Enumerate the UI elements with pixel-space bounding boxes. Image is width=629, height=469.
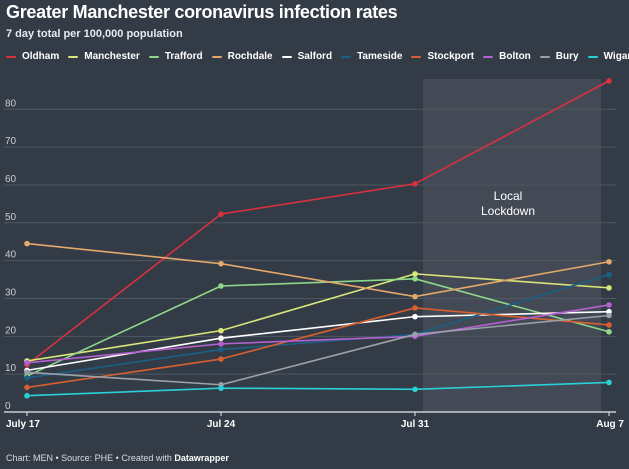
data-point-wigan — [24, 392, 30, 399]
data-point-bolton — [606, 302, 612, 308]
footer-credits: Chart: MEN • Source: PHE • Created with — [6, 453, 175, 463]
legend-swatch — [6, 55, 16, 58]
data-point-tameside — [606, 271, 612, 278]
legend-swatch — [341, 55, 352, 58]
data-point-trafford — [606, 328, 612, 335]
y-tick-label: 70 — [5, 136, 17, 147]
lockdown-shade — [423, 79, 601, 412]
data-point-rochdale — [412, 293, 418, 300]
legend-item-stockport: Stockport — [411, 51, 474, 62]
data-point-tameside — [24, 375, 30, 381]
legend-swatch — [68, 55, 79, 58]
chart-subtitle: 7 day total per 100,000 population — [6, 28, 183, 40]
y-tick-label: 80 — [5, 98, 17, 109]
data-point-trafford — [412, 276, 418, 282]
legend-item-bury: Bury — [539, 51, 579, 62]
legend-swatch — [281, 55, 292, 58]
data-point-oldham — [412, 181, 418, 187]
chart-legend: Oldham Manchester Trafford Rochdale Salford T… — [6, 51, 629, 62]
data-point-wigan — [412, 386, 418, 393]
legend-label: Tameside — [357, 51, 403, 62]
data-point-rochdale — [218, 260, 224, 267]
legend-label: Stockport — [427, 51, 475, 62]
legend-item-oldham: Oldham — [6, 51, 59, 62]
data-point-salford — [412, 313, 418, 320]
data-point-oldham — [218, 211, 224, 217]
data-point-rochdale — [24, 240, 30, 247]
data-point-tameside — [218, 346, 224, 353]
data-point-wigan — [606, 379, 612, 386]
x-tick-label: Aug 7 — [596, 419, 624, 430]
data-point-manchester — [606, 285, 612, 291]
x-tick-label: Jul 31 — [401, 419, 430, 430]
legend-label: Wigan — [603, 51, 629, 62]
legend-label: Bolton — [499, 51, 531, 62]
data-point-stockport — [24, 384, 30, 391]
legend-swatch — [211, 55, 222, 58]
legend-item-wigan: Wigan — [587, 51, 629, 62]
data-point-bolton — [218, 341, 224, 347]
series-line-rochdale — [26, 242, 610, 298]
series-line-tameside — [26, 273, 610, 379]
series-line-wigan — [26, 381, 610, 397]
data-point-stockport — [412, 305, 418, 311]
x-tick-label: Jul 24 — [207, 419, 236, 430]
series-line-manchester — [26, 273, 610, 362]
legend-item-rochdale: Rochdale — [211, 51, 273, 62]
series-line-salford — [26, 310, 610, 372]
data-point-wigan — [218, 385, 224, 391]
legend-item-tameside: Tameside — [341, 51, 402, 62]
y-tick-label: 10 — [5, 363, 17, 374]
series-line-oldham — [26, 80, 610, 366]
legend-label: Bury — [555, 51, 579, 62]
data-point-stockport — [606, 322, 612, 328]
legend-swatch — [148, 55, 159, 58]
data-point-bury — [606, 312, 612, 319]
legend-swatch — [483, 55, 494, 58]
legend-label: Trafford — [164, 51, 203, 62]
y-tick-label: 50 — [5, 212, 17, 223]
legend-swatch — [539, 55, 550, 58]
legend-label: Manchester — [84, 51, 140, 62]
y-tick-label: 0 — [5, 401, 11, 412]
legend-label: Rochdale — [227, 51, 273, 62]
series-line-bury — [26, 314, 610, 386]
chart-title: Greater Manchester coronavirus infection… — [6, 2, 398, 22]
legend-item-bolton: Bolton — [483, 51, 531, 62]
data-point-salford — [218, 335, 224, 342]
data-point-manchester — [218, 327, 224, 334]
legend-item-salford: Salford — [281, 51, 333, 62]
legend-label: Salford — [297, 51, 333, 62]
series-line-stockport — [26, 307, 610, 389]
legend-label: Oldham — [22, 51, 60, 62]
y-tick-label: 40 — [5, 250, 17, 261]
legend-item-manchester: Manchester — [68, 51, 140, 62]
data-point-trafford — [218, 283, 224, 289]
data-point-bury — [24, 369, 30, 376]
annotation-text: Local — [494, 189, 523, 203]
legend-item-trafford: Trafford — [148, 51, 203, 62]
y-tick-label: 30 — [5, 287, 17, 298]
data-point-manchester — [412, 271, 418, 277]
data-point-bolton — [24, 360, 30, 366]
annotation-text: Lockdown — [481, 204, 535, 218]
data-point-oldham — [606, 78, 612, 84]
legend-swatch — [411, 55, 422, 58]
legend-swatch — [587, 55, 598, 58]
y-tick-label: 20 — [5, 325, 17, 336]
data-point-bury — [412, 331, 418, 338]
chart-footer: Chart: MEN • Source: PHE • Created with … — [6, 453, 229, 463]
data-point-rochdale — [606, 258, 612, 265]
x-tick-label: July 17 — [6, 419, 40, 430]
y-tick-label: 60 — [5, 174, 17, 185]
data-point-stockport — [218, 356, 224, 362]
footer-tool: Datawrapper — [174, 453, 229, 463]
series-line-bolton — [26, 304, 610, 364]
